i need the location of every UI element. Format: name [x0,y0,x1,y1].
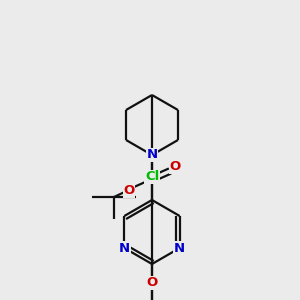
Text: N: N [174,242,185,254]
Text: O: O [123,184,135,197]
Text: O: O [169,160,181,173]
Text: O: O [146,277,158,290]
Text: N: N [119,242,130,254]
Text: Cl: Cl [145,170,159,184]
Text: N: N [146,148,158,161]
